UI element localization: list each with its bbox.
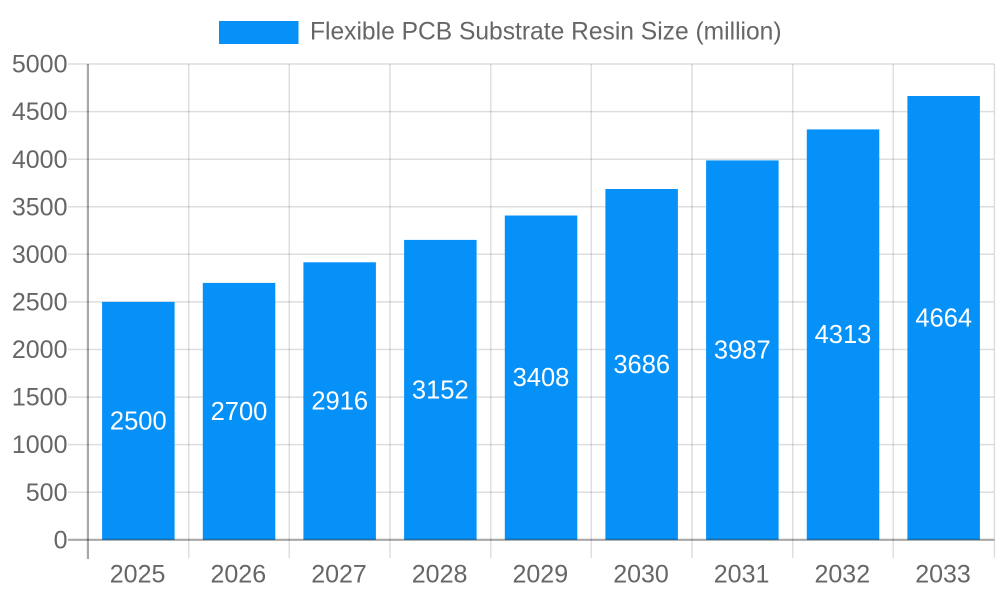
svg-text:3152: 3152 [412, 376, 469, 404]
svg-text:2916: 2916 [311, 388, 368, 416]
svg-text:2500: 2500 [12, 289, 68, 317]
svg-text:500: 500 [26, 479, 68, 507]
svg-text:2700: 2700 [211, 398, 268, 426]
svg-text:3686: 3686 [613, 351, 670, 379]
svg-text:2500: 2500 [110, 407, 167, 435]
svg-text:2027: 2027 [311, 560, 367, 588]
svg-text:5000: 5000 [12, 51, 68, 79]
svg-text:2028: 2028 [412, 560, 468, 588]
svg-text:2032: 2032 [814, 560, 870, 588]
svg-text:4664: 4664 [915, 304, 972, 332]
svg-text:0: 0 [54, 526, 68, 554]
svg-text:2030: 2030 [613, 560, 669, 588]
svg-text:3408: 3408 [513, 364, 570, 392]
svg-text:4313: 4313 [815, 321, 872, 349]
svg-text:2029: 2029 [512, 560, 568, 588]
svg-text:2033: 2033 [915, 560, 971, 588]
svg-text:1500: 1500 [12, 384, 68, 412]
svg-text:2000: 2000 [12, 336, 68, 364]
svg-text:Flexible PCB Substrate Resin S: Flexible PCB Substrate Resin Size (milli… [310, 19, 782, 46]
svg-text:3000: 3000 [12, 241, 68, 269]
svg-text:2026: 2026 [210, 560, 266, 588]
svg-text:3500: 3500 [12, 193, 68, 221]
svg-text:4000: 4000 [12, 146, 68, 174]
svg-text:4500: 4500 [12, 98, 68, 126]
svg-text:2025: 2025 [110, 560, 166, 588]
svg-text:1000: 1000 [12, 431, 68, 459]
svg-text:3987: 3987 [714, 337, 771, 365]
svg-text:2031: 2031 [714, 560, 770, 588]
